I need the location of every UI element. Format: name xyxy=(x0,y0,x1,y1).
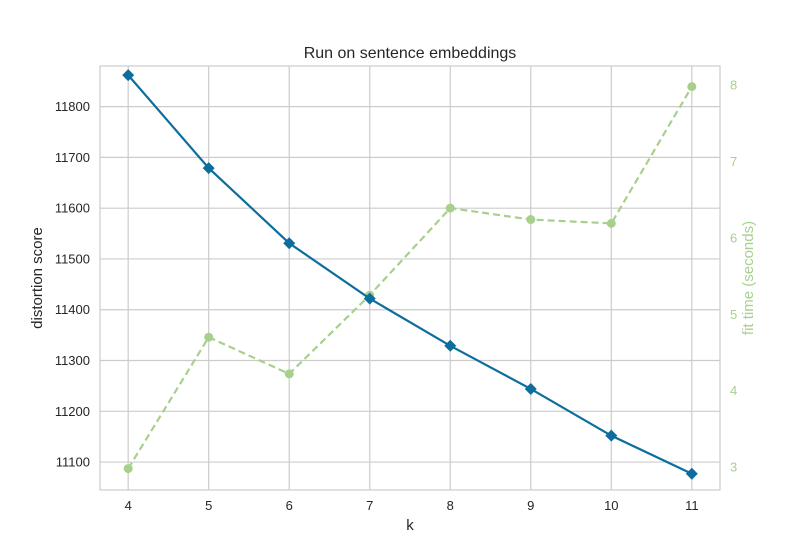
x-tick-label: 4 xyxy=(125,498,132,513)
y2-axis-label: fit time (seconds) xyxy=(740,221,757,335)
x-tick-label: 6 xyxy=(286,498,293,513)
x-tick-label: 9 xyxy=(527,498,534,513)
distortion-score-point xyxy=(202,162,215,175)
grid xyxy=(100,66,720,490)
distortion-score-point xyxy=(363,292,376,305)
x-tick-label: 7 xyxy=(366,498,373,513)
fit-time-point xyxy=(606,218,616,228)
y-tick-label: 11700 xyxy=(55,150,90,165)
x-tick-label: 10 xyxy=(604,498,618,513)
distortion-score-point xyxy=(444,339,457,352)
distortion-score-point xyxy=(685,467,698,480)
y2-tick-label: 5 xyxy=(730,307,737,322)
distortion-score-point xyxy=(524,382,537,395)
distortion-score-line xyxy=(127,74,693,475)
y-tick-label: 11500 xyxy=(55,251,90,266)
y-tick-label: 11400 xyxy=(55,302,90,317)
y2-tick-label: 8 xyxy=(730,78,737,93)
chart-title: Run on sentence embeddings xyxy=(304,45,517,62)
tick-labels: 4 5 6 7 8 9 10 11 11100 11200 11300 11400 11500 11600… xyxy=(55,78,737,513)
fit-time-point xyxy=(204,332,214,342)
y2-tick-label: 4 xyxy=(730,383,737,398)
distortion-score-point xyxy=(283,237,296,250)
y2-tick-label: 7 xyxy=(730,154,737,169)
fit-time-point xyxy=(687,82,697,92)
x-axis-label: k xyxy=(406,517,414,534)
plot-area xyxy=(100,66,720,490)
distortion-score-point xyxy=(122,69,135,82)
series-group xyxy=(122,69,698,480)
x-tick-label: 5 xyxy=(205,498,212,513)
y-axis-label: distortion score xyxy=(29,227,46,329)
y2-tick-label: 6 xyxy=(730,230,737,245)
distortion-score-point xyxy=(605,429,618,442)
y-tick-label: 11800 xyxy=(55,99,90,114)
y-tick-label: 11600 xyxy=(55,201,90,216)
fit-time-point xyxy=(123,464,133,474)
y-tick-label: 11200 xyxy=(55,404,90,419)
plot-frame xyxy=(99,65,721,491)
x-tick-label: 8 xyxy=(447,498,454,513)
fit-time-point xyxy=(445,203,455,213)
y-tick-label: 11300 xyxy=(55,353,90,368)
y2-tick-label: 3 xyxy=(730,460,737,475)
x-tick-label: 11 xyxy=(685,498,699,513)
fit-time-point xyxy=(526,215,536,225)
fit-time-point xyxy=(284,369,294,379)
fit-time-line xyxy=(127,86,693,470)
y-tick-label: 11100 xyxy=(56,455,90,470)
